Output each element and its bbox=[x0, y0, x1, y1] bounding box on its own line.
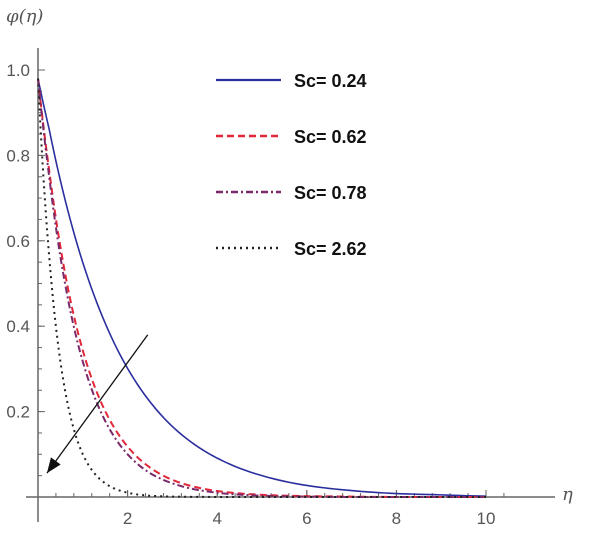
x-tick-label: 4 bbox=[212, 509, 221, 528]
legend-label: Sc= 0.24 bbox=[294, 71, 367, 91]
x-tick-label: 10 bbox=[477, 509, 496, 528]
annotation-arrow bbox=[46, 334, 149, 474]
y-tick-label: 1.0 bbox=[6, 61, 30, 80]
annotation-arrowhead bbox=[46, 457, 61, 474]
y-tick-label: 0.4 bbox=[6, 317, 30, 336]
x-tick-label: 6 bbox=[302, 509, 311, 528]
series-line-2 bbox=[37, 78, 487, 498]
series-line-4 bbox=[37, 78, 487, 498]
y-tick-label: 0.6 bbox=[6, 232, 30, 251]
x-axis-label: η bbox=[562, 484, 573, 505]
x-tick-label: 8 bbox=[392, 509, 401, 528]
y-axis-label: φ(η) bbox=[6, 6, 43, 27]
y-tick-label: 0.8 bbox=[6, 146, 30, 165]
y-tick-label: 0.2 bbox=[6, 403, 30, 422]
legend-label: Sc= 2.62 bbox=[294, 239, 367, 259]
x-tick-label: 2 bbox=[123, 509, 132, 528]
legend-label: Sc= 0.62 bbox=[294, 127, 367, 147]
legend-label: Sc= 0.78 bbox=[294, 183, 367, 203]
series-line-3 bbox=[37, 78, 487, 498]
series-line-1 bbox=[37, 78, 487, 497]
